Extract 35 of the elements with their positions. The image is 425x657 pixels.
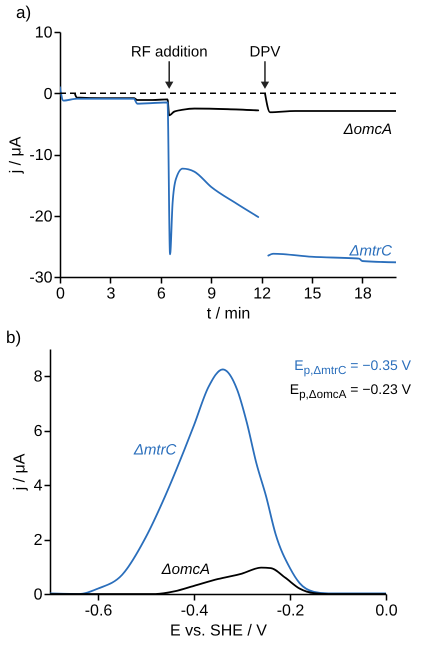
y-tick-label: 6: [34, 423, 43, 440]
annotation: RF addition: [130, 43, 208, 60]
x-tick-label: 9: [207, 286, 216, 302]
annotation: E$_{p,ΔomcA}$ = −0.23 V: [290, 381, 411, 401]
x-tick-label: 0: [56, 286, 66, 302]
x-axis-title: t / min: [206, 306, 250, 322]
x-tick-label: 3: [106, 286, 116, 302]
x-tick-label: 18: [354, 286, 372, 302]
annotation: E$_{p,ΔmtrC}$ = −0.35 V: [294, 357, 411, 377]
x-tick-label: 0.0: [375, 602, 398, 620]
y-axis-title: j / μA: [12, 453, 29, 492]
x-axis-title: E vs. SHE / V: [170, 622, 268, 640]
y-tick-label: -10: [29, 147, 53, 164]
annotation: DPV: [250, 43, 280, 60]
x-tick-label: 6: [156, 286, 166, 302]
y-tick-label: 10: [34, 24, 53, 42]
x-tick-label: -0.4: [180, 602, 208, 620]
y-tick-label: 4: [34, 478, 43, 495]
series-label: ΔmtrC: [132, 442, 177, 459]
y-tick-label: -30: [29, 270, 53, 286]
y-tick-label: 0: [44, 86, 53, 103]
x-tick-label: -0.2: [276, 602, 304, 620]
y-tick-label: 0: [34, 586, 43, 604]
y-tick-label: 8: [34, 368, 43, 386]
y-axis-title: j / μA: [7, 136, 24, 174]
chart-title: a): [16, 3, 32, 22]
series-label: ΔomcA: [160, 561, 210, 578]
chart-title: b): [6, 328, 22, 347]
series-label: ΔmtrC: [348, 242, 392, 260]
x-tick-label: 12: [253, 286, 272, 302]
y-tick-label: 2: [34, 532, 43, 550]
y-tick-label: -20: [29, 208, 53, 226]
x-tick-label: 15: [304, 286, 322, 302]
x-tick-label: -0.6: [84, 602, 112, 620]
series-label: ΔomcA: [342, 121, 392, 138]
